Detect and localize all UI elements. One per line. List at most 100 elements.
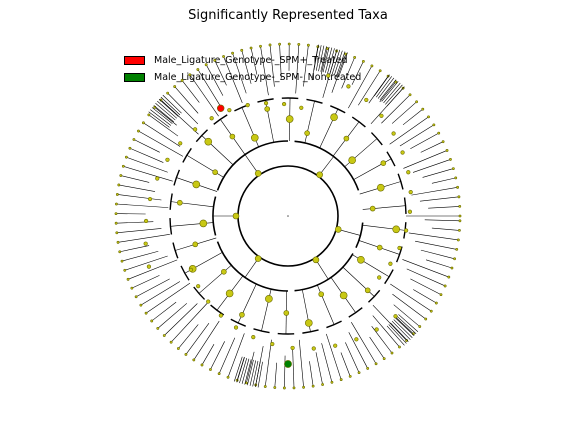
- leaf-branch: [292, 347, 295, 388]
- leaf-node: [398, 345, 401, 349]
- order-node: [192, 180, 201, 189]
- legend-swatch-green: [124, 73, 145, 82]
- leaf-branch: [295, 44, 300, 94]
- fan-branch: [329, 48, 338, 75]
- order-branch: [317, 284, 335, 325]
- order-node: [285, 115, 294, 123]
- leaf-branch: [127, 259, 178, 280]
- leaf-node: [231, 51, 234, 55]
- leaf-branch: [167, 92, 199, 125]
- leaf-node: [282, 386, 286, 390]
- leaf-branch: [341, 57, 355, 89]
- leaf-branch: [402, 259, 449, 278]
- leaf-node: [458, 214, 462, 218]
- leaf-branch: [170, 302, 208, 343]
- leaf-node: [169, 340, 173, 344]
- order-arc: [193, 286, 206, 300]
- leaf-node: [292, 386, 296, 390]
- order-arc: [173, 169, 181, 186]
- leaf-node: [390, 351, 394, 355]
- leaf-branch: [269, 44, 275, 87]
- class-arc: [355, 222, 364, 249]
- leaf-node: [454, 176, 458, 180]
- figure-title: Significantly Represented Taxa: [188, 8, 388, 23]
- leaf-branch: [393, 304, 420, 327]
- leaf-node: [287, 42, 291, 46]
- leaf-branch: [181, 80, 200, 103]
- leaf-branch: [223, 56, 243, 103]
- fan-branch: [233, 356, 243, 382]
- order-branch: [186, 154, 224, 178]
- leaf-branch: [381, 94, 411, 124]
- order-node: [221, 268, 227, 275]
- order-node: [304, 130, 310, 136]
- leaf-node: [311, 384, 315, 388]
- fan-branch: [249, 360, 257, 386]
- leaf-branch: [303, 45, 309, 87]
- leaf-node: [114, 212, 118, 215]
- leaf-node: [457, 228, 461, 232]
- leaf-node: [273, 386, 277, 389]
- leaf-node: [458, 219, 462, 223]
- fan-branch: [383, 82, 401, 104]
- leaf-branch: [154, 107, 177, 126]
- fan-branch: [151, 107, 173, 124]
- order-arc: [370, 132, 383, 146]
- leaf-branch: [124, 255, 168, 271]
- fan-branch: [162, 94, 182, 114]
- leaf-branch: [121, 250, 159, 262]
- class-node: [312, 256, 320, 264]
- family-node: [263, 101, 269, 106]
- leaf-branch: [205, 64, 224, 96]
- leaf-branch: [227, 333, 245, 378]
- leaf-node: [130, 286, 134, 290]
- legend-swatch-red: [124, 56, 145, 65]
- class-node: [316, 171, 323, 179]
- leaf-node: [147, 113, 151, 117]
- fan-branch: [148, 111, 170, 128]
- leaf-node: [121, 164, 125, 168]
- fan-branch: [386, 86, 405, 107]
- leaf-branch: [372, 315, 400, 348]
- leaf-node: [156, 326, 160, 330]
- family-node: [251, 335, 256, 340]
- leaf-node: [240, 48, 244, 52]
- family-node: [404, 228, 409, 233]
- leaf-branch: [340, 352, 351, 377]
- leaf-branch: [315, 352, 323, 385]
- leaf-branch: [413, 289, 437, 304]
- order-node: [229, 133, 236, 140]
- family-node: [354, 337, 359, 342]
- fan-branch: [393, 319, 413, 338]
- leaf-branch: [410, 278, 442, 295]
- leaf-branch: [410, 132, 439, 150]
- leaf-node: [330, 380, 334, 384]
- family-node: [333, 343, 338, 348]
- leaf-branch: [241, 50, 252, 84]
- family-node: [379, 113, 384, 118]
- fan-branch: [374, 74, 390, 96]
- leaf-node: [176, 347, 180, 350]
- fan-branch: [388, 324, 407, 344]
- fan-branch: [160, 96, 181, 116]
- family-node: [188, 267, 194, 272]
- fan-branch: [386, 325, 405, 346]
- fan-branch: [376, 76, 392, 98]
- leaf-branch: [140, 281, 181, 306]
- leaf-node: [427, 115, 430, 119]
- family-node: [388, 261, 393, 266]
- fan-branch: [244, 359, 252, 385]
- order-arc: [367, 289, 381, 303]
- leaf-node: [188, 73, 192, 77]
- fan-branch: [398, 314, 419, 332]
- leaf-branch: [393, 315, 414, 334]
- class-node: [334, 226, 342, 233]
- leaf-branch: [232, 53, 247, 94]
- leaf-node: [123, 268, 127, 272]
- leaf-branch: [218, 337, 236, 374]
- leaf-node: [226, 375, 230, 379]
- family-node: [227, 108, 232, 113]
- order-node: [392, 225, 400, 234]
- fan-branch: [327, 48, 335, 74]
